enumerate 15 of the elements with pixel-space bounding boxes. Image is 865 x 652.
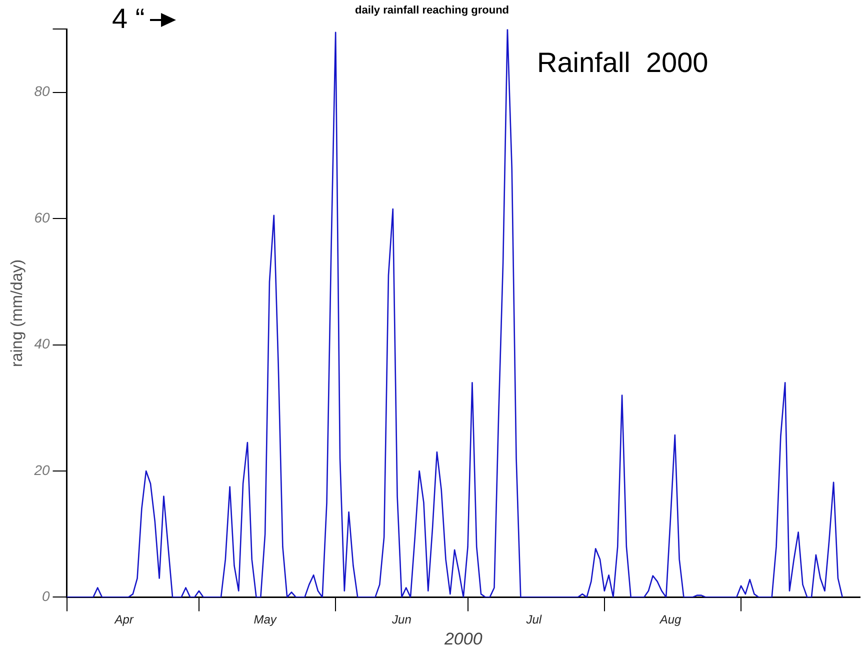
y-tick-label: 20 (33, 462, 50, 478)
y-tick-label: 60 (34, 209, 50, 226)
chart-title: daily rainfall reaching ground (354, 4, 510, 17)
annotation: Rainfall 2000 (537, 47, 708, 79)
y-tick-label: 80 (34, 83, 50, 100)
x-tick-label: Apr (114, 612, 134, 627)
x-tick-label: May (254, 612, 278, 627)
y-tick-label: 40 (34, 336, 50, 352)
annotation: 4 “ (112, 3, 145, 35)
x-tick-label: Jul (525, 612, 542, 627)
x-tick-label: Jun (391, 612, 412, 627)
x-axis-title: 2000 (443, 630, 483, 649)
y-tick-label: 0 (42, 588, 50, 604)
x-tick-label: Aug (658, 612, 682, 627)
y-axis-title: raing (mm/day) (9, 259, 26, 367)
